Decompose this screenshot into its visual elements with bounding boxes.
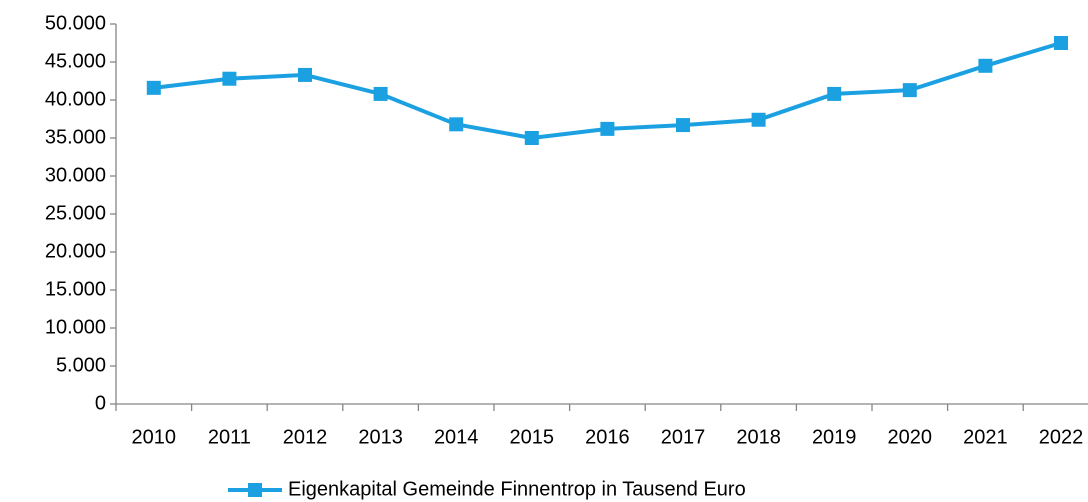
legend-label: Eigenkapital Gemeinde Finnentrop in Taus… [288,478,746,500]
data-point [902,83,917,98]
data-point [1054,36,1068,50]
y-tick-label: 50.000 [45,12,106,34]
y-tick-label: 45.000 [45,50,106,72]
x-tick-label: 2018 [736,426,781,448]
y-tick-label: 0 [95,392,106,414]
data-point [978,58,993,73]
x-tick-label: 2022 [1039,426,1084,448]
x-tick-label: 2017 [661,426,706,448]
data-point [298,67,312,82]
y-tick-label: 35.000 [45,126,106,148]
data-point [146,80,161,95]
y-tick-label: 15.000 [45,278,106,300]
data-point [524,131,539,145]
data-point [222,71,237,86]
data-point [827,86,842,101]
x-tick-label: 2020 [888,426,933,448]
x-tick-label: 2010 [132,426,177,448]
x-tick-label: 2021 [963,426,1008,448]
x-tick-label: 2014 [434,426,479,448]
y-tick-label: 25.000 [45,202,106,224]
data-point [600,121,615,136]
y-tick-label: 10.000 [45,316,106,338]
y-tick-label: 20.000 [45,240,106,262]
y-tick-label: 5.000 [56,354,106,376]
x-tick-label: 2015 [510,426,555,448]
x-tick-label: 2013 [358,426,403,448]
y-tick-label: 40.000 [45,88,106,110]
data-point [373,86,388,101]
data-point [676,118,690,133]
legend-marker [248,483,262,497]
x-tick-label: 2019 [812,426,857,448]
y-tick-label: 30.000 [45,164,106,186]
x-tick-label: 2011 [208,426,251,448]
x-tick-label: 2016 [585,426,630,448]
data-point [449,117,464,132]
data-point [751,112,766,127]
x-tick-label: 2012 [283,426,328,448]
